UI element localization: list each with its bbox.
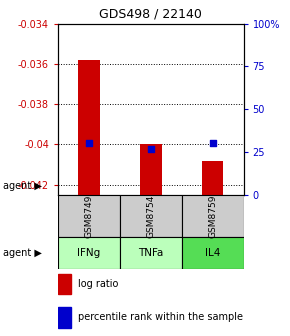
Bar xyxy=(182,237,244,269)
Point xyxy=(87,141,91,146)
Text: GSM8759: GSM8759 xyxy=(208,195,217,238)
Text: log ratio: log ratio xyxy=(78,279,119,289)
Bar xyxy=(120,237,182,269)
Bar xyxy=(78,60,100,195)
Text: agent ▶: agent ▶ xyxy=(3,248,42,258)
Text: IL4: IL4 xyxy=(205,248,220,258)
Text: percentile rank within the sample: percentile rank within the sample xyxy=(78,312,243,322)
Title: GDS498 / 22140: GDS498 / 22140 xyxy=(99,8,202,21)
Text: GSM8749: GSM8749 xyxy=(84,195,93,238)
Bar xyxy=(182,195,244,237)
Bar xyxy=(58,195,120,237)
Bar xyxy=(140,144,162,195)
Bar xyxy=(120,195,182,237)
Point xyxy=(148,146,153,151)
Bar xyxy=(58,274,71,294)
Text: agent ▶: agent ▶ xyxy=(3,181,42,191)
Point xyxy=(210,141,215,146)
Bar xyxy=(202,161,224,195)
Text: GSM8754: GSM8754 xyxy=(146,195,155,238)
Text: TNFa: TNFa xyxy=(138,248,164,258)
Text: IFNg: IFNg xyxy=(77,248,101,258)
Bar xyxy=(58,237,120,269)
Bar xyxy=(58,307,71,328)
